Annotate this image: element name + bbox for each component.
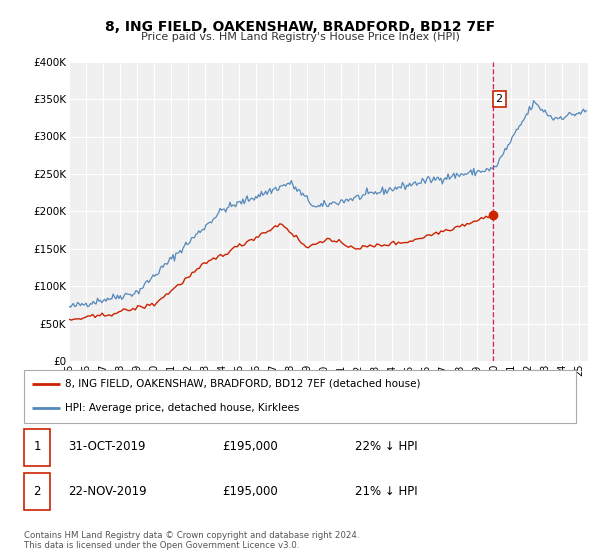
FancyBboxPatch shape <box>24 370 576 423</box>
Text: £195,000: £195,000 <box>223 485 278 498</box>
Text: HPI: Average price, detached house, Kirklees: HPI: Average price, detached house, Kirk… <box>65 403 300 413</box>
Text: 31-OCT-2019: 31-OCT-2019 <box>68 440 146 453</box>
FancyBboxPatch shape <box>24 473 50 510</box>
FancyBboxPatch shape <box>24 428 50 465</box>
Text: Contains HM Land Registry data © Crown copyright and database right 2024.
This d: Contains HM Land Registry data © Crown c… <box>24 531 359 550</box>
Text: 1: 1 <box>34 440 41 453</box>
Text: £195,000: £195,000 <box>223 440 278 453</box>
Text: 21% ↓ HPI: 21% ↓ HPI <box>355 485 418 498</box>
Text: 2: 2 <box>496 94 503 104</box>
Text: 8, ING FIELD, OAKENSHAW, BRADFORD, BD12 7EF: 8, ING FIELD, OAKENSHAW, BRADFORD, BD12 … <box>105 20 495 34</box>
Text: 22-NOV-2019: 22-NOV-2019 <box>68 485 147 498</box>
Text: 22% ↓ HPI: 22% ↓ HPI <box>355 440 418 453</box>
Text: Price paid vs. HM Land Registry's House Price Index (HPI): Price paid vs. HM Land Registry's House … <box>140 32 460 43</box>
Text: 2: 2 <box>34 485 41 498</box>
Text: 8, ING FIELD, OAKENSHAW, BRADFORD, BD12 7EF (detached house): 8, ING FIELD, OAKENSHAW, BRADFORD, BD12 … <box>65 379 421 389</box>
